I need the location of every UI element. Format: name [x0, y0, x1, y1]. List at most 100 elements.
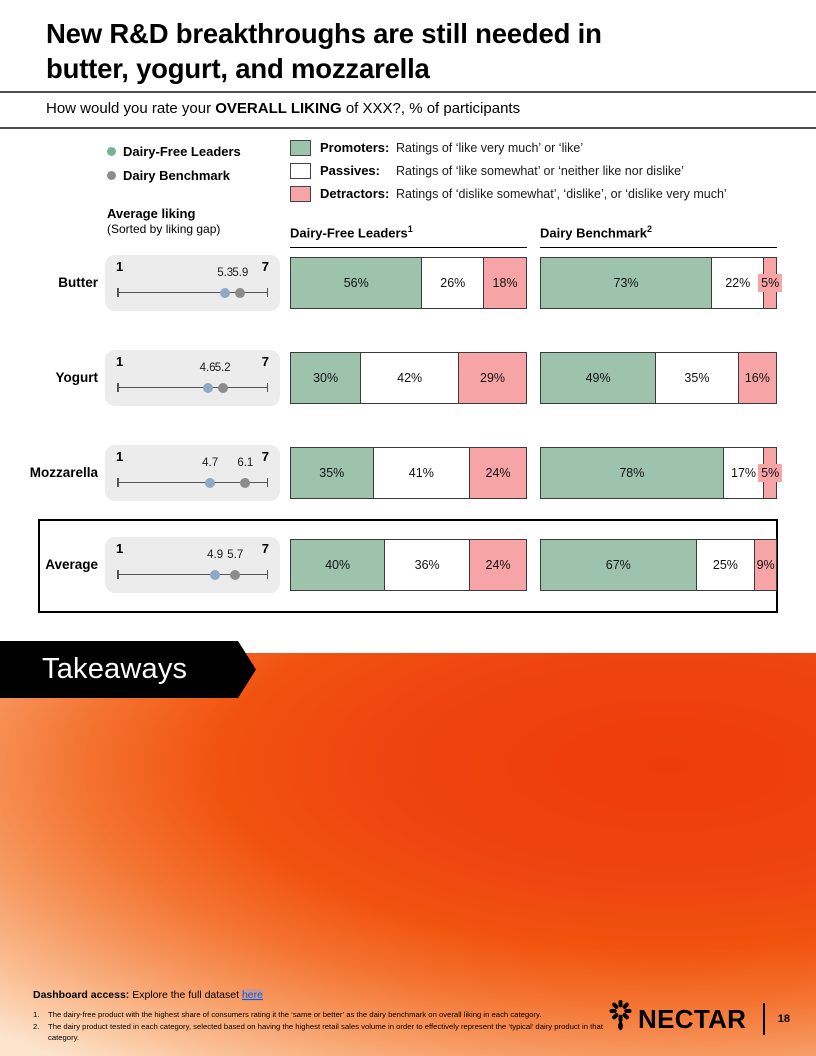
- bar-segment-value: 18%: [492, 276, 518, 290]
- scale-min-label: 1: [116, 541, 124, 556]
- legend-item-dairy-benchmark: Dairy Benchmark: [107, 168, 241, 183]
- bar-segment-value: 73%: [613, 276, 639, 290]
- bar-segment-value: 30%: [313, 371, 339, 385]
- column-header-text: Dairy Benchmark: [540, 225, 647, 241]
- bar-segment-value: 41%: [408, 466, 434, 480]
- bar-segment-passives: 35%: [655, 353, 738, 403]
- gray-dot-icon: [107, 171, 116, 180]
- survey-question-prefix: How would you rate your: [46, 100, 216, 117]
- bar-segment-detractors: 29%: [458, 353, 526, 403]
- benchmark-stacked-bar: 78% 17% 5%: [540, 447, 783, 499]
- benchmark-dot-icon: [217, 383, 228, 393]
- leader-stacked-bar: 56% 26% 18%: [290, 257, 527, 309]
- bar-segment-value: 78%: [619, 466, 645, 480]
- scale-max-label: 7: [261, 354, 269, 369]
- bar-segment-promoters: 78%: [541, 448, 723, 498]
- page-title: New R&D breakthroughs are still needed i…: [46, 16, 602, 86]
- bar-segment-value: 36%: [414, 558, 440, 572]
- footnotes: 1. The dairy-free product with the highes…: [33, 1009, 613, 1044]
- footnote-number: 2.: [33, 1021, 40, 1031]
- footnote-text: The dairy-free product with the highest …: [48, 1010, 542, 1019]
- footnote: 1. The dairy-free product with the highes…: [33, 1009, 613, 1021]
- bar-segment-detractors: 9%: [754, 540, 776, 590]
- bar-segment-passives: 17%: [722, 448, 764, 498]
- footnote-text: The dairy product tested in each categor…: [48, 1021, 603, 1043]
- benchmark-avg-value: 5.7: [227, 549, 244, 561]
- benchmark-stacked-bar: 67% 25% 9%: [540, 539, 777, 591]
- footnote-ref: 1: [407, 224, 413, 234]
- bar-segment-value: 17%: [731, 466, 757, 480]
- benchmark-stacked-bar: 49% 35% 16%: [540, 352, 777, 404]
- leader-dot-icon: [220, 288, 231, 298]
- column-header-dairy-free-leaders: Dairy-Free Leaders1: [290, 224, 527, 249]
- bar-segment-passives: 42%: [360, 353, 459, 403]
- bar-segment-detractors: 5%: [758, 448, 783, 498]
- average-liking-dot-plot: 1 7 5.3 5.9: [105, 255, 280, 311]
- bar-segment-value: 5%: [758, 274, 783, 292]
- bar-segment-promoters: 30%: [291, 353, 361, 403]
- scale-min-label: 1: [116, 259, 124, 274]
- bar-segment-passives: 26%: [421, 258, 484, 308]
- leader-avg-value: 5.3: [217, 267, 234, 279]
- bar-segment-value: 24%: [485, 466, 511, 480]
- footnote: 2. The dairy product tested in each categ…: [33, 1021, 613, 1044]
- bar-segment-promoters: 67%: [541, 540, 696, 590]
- leader-stacked-bar: 35% 41% 24%: [290, 447, 527, 499]
- dot-plot-axis: [117, 383, 268, 392]
- scale-max-label: 7: [261, 449, 269, 464]
- bar-segment-value: 67%: [605, 558, 631, 572]
- survey-question-suffix: of XXX?, % of participants: [341, 100, 521, 117]
- leader-dot-icon: [210, 570, 221, 580]
- bar-segment-passives: 36%: [384, 540, 470, 590]
- bar-segment-promoters: 56%: [291, 258, 422, 308]
- survey-question-emphasis: OVERALL LIKING: [215, 100, 342, 117]
- footnote-ref: 2: [646, 224, 652, 234]
- dot-axis-subtitle: (Sorted by liking gap): [107, 222, 221, 236]
- dot-axis-title: Average liking: [107, 206, 196, 221]
- chart-row: Butter 1 7 5.3 5.9 56% 26% 18% 73% 22% 5%: [0, 255, 816, 311]
- dashboard-access-text: Explore the full dataset: [129, 989, 242, 1001]
- takeaways-banner-label: Takeaways: [42, 653, 188, 685]
- bar-segment-value: 35%: [684, 371, 710, 385]
- legend-item-dairy-free-leaders: Dairy-Free Leaders: [107, 144, 241, 159]
- ratings-desc: Ratings of ‘like very much’ or ‘like’: [396, 140, 584, 155]
- chart-row: Mozzarella 1 7 4.7 6.1 35% 41% 24% 78% 17% 5…: [0, 445, 816, 501]
- green-dot-icon: [107, 147, 116, 156]
- benchmark-avg-value: 5.2: [214, 362, 231, 374]
- average-liking-dot-plot: 1 7 4.6 5.2: [105, 350, 280, 406]
- legend-label: Dairy-Free Leaders: [123, 144, 241, 159]
- column-header-text: Dairy-Free Leaders: [290, 225, 408, 241]
- ratings-label: Passives:: [320, 163, 380, 178]
- ratings-label: Detractors:: [320, 186, 390, 201]
- bar-segment-passives: 41%: [372, 448, 470, 498]
- legend-label: Dairy Benchmark: [123, 168, 230, 183]
- dot-plot-axis: [117, 478, 268, 487]
- bar-segment-detractors: 5%: [758, 258, 783, 308]
- passives-swatch-icon: [290, 162, 311, 179]
- page-title-line2: butter, yogurt, and mozzarella: [46, 53, 430, 85]
- divider-subtitle: [0, 127, 816, 129]
- bar-segment-passives: 25%: [695, 540, 755, 590]
- promoters-swatch-icon: [290, 139, 311, 156]
- ratings-label: Promoters:: [320, 140, 390, 155]
- bar-segment-promoters: 73%: [541, 258, 712, 308]
- benchmark-avg-value: 5.9: [232, 267, 249, 279]
- dot-plot-axis: [117, 570, 268, 579]
- bar-segment-promoters: 49%: [541, 353, 656, 403]
- legend-item-promoters: Promoters: Ratings of ‘like very much’ o…: [290, 136, 727, 159]
- page-title-line1: New R&D breakthroughs are still needed i…: [46, 18, 602, 49]
- leader-stacked-bar: 30% 42% 29%: [290, 352, 527, 404]
- leader-stacked-bar: 40% 36% 24%: [290, 539, 527, 591]
- leader-avg-value: 4.6: [199, 362, 216, 374]
- bar-segment-value: 24%: [485, 558, 511, 572]
- leader-avg-value: 4.7: [202, 457, 219, 469]
- benchmark-dot-icon: [235, 288, 246, 298]
- bar-segment-passives: 22%: [711, 258, 764, 308]
- bar-segment-detractors: 24%: [469, 448, 526, 498]
- bar-segment-value: 56%: [343, 276, 369, 290]
- takeaways-section: Dairy-free leaders are still meaningfull…: [0, 653, 816, 1056]
- divider-top: [0, 91, 816, 93]
- average-liking-dot-plot: 1 7 4.7 6.1: [105, 445, 280, 501]
- bar-segment-value: 5%: [758, 464, 783, 482]
- dataset-link[interactable]: here: [241, 989, 263, 1001]
